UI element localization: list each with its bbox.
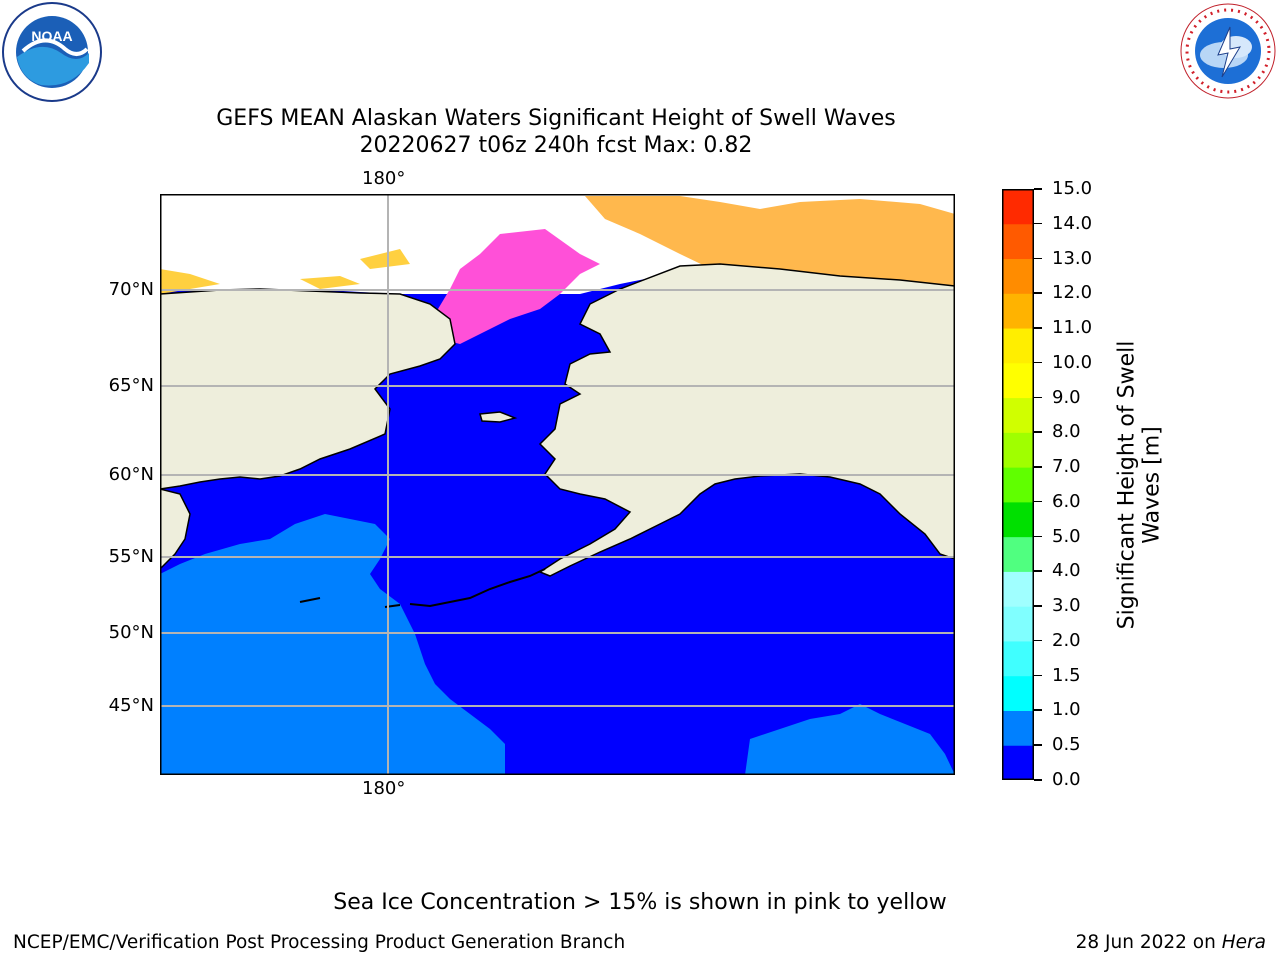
colorbar-tick-label: 12.0	[1052, 282, 1093, 304]
map-panel	[160, 194, 955, 775]
footer-date-text: 28 Jun 2022 on	[1075, 932, 1216, 953]
footer-date: 28 Jun 2022 on Hera	[1076, 932, 1266, 953]
lat-tick-70: 70°N	[108, 279, 154, 300]
colorbar-tick-mark	[1034, 396, 1042, 399]
lat-tick-60: 60°N	[108, 464, 154, 485]
colorbar-tick-label: 7.0	[1052, 456, 1081, 478]
colorbar-tick-mark	[1034, 466, 1042, 468]
sea-ice-note: Sea Ice Concentration > 15% is shown in …	[333, 890, 947, 915]
colorbar-tick-label: 13.0	[1052, 247, 1093, 269]
colorbar-segment	[1002, 571, 1034, 607]
colorbar-frame	[1002, 189, 1034, 780]
colorbar-tick-label: 0.0	[1052, 769, 1081, 790]
colorbar-tick-mark	[1034, 361, 1042, 364]
colorbar-tick-mark	[1034, 744, 1042, 746]
colorbar-tick-label: 0.5	[1052, 734, 1081, 756]
colorbar-tick-label: 1.5	[1052, 664, 1081, 686]
lat-tick-65: 65°N	[108, 375, 154, 396]
colorbar-segment	[1002, 432, 1034, 468]
lat-tick-55: 55°N	[108, 546, 154, 567]
colorbar-tick-label: 15.0	[1052, 178, 1093, 199]
colorbar-tick-label: 14.0	[1052, 212, 1093, 234]
nws-logo	[1178, 1, 1278, 101]
footer-credit: NCEP/EMC/Verification Post Processing Pr…	[13, 932, 626, 953]
colorbar-segment	[1002, 467, 1034, 503]
colorbar-tick-label: 5.0	[1052, 525, 1081, 547]
colorbar-title: Significant Height of Swell Waves [m]	[1115, 305, 1166, 665]
colorbar-tick-mark	[1034, 292, 1042, 294]
colorbar-tick-label: 4.0	[1052, 560, 1081, 582]
colorbar-tick-label: 11.0	[1052, 317, 1093, 339]
lat-tick-50: 50°N	[108, 622, 154, 643]
noaa-logo: NOAA	[1, 1, 103, 103]
map-frame	[160, 194, 955, 775]
lon-tick-top: 180°	[362, 168, 406, 189]
colorbar-segment	[1002, 606, 1034, 642]
colorbar-segment	[1002, 258, 1034, 294]
colorbar-tick-label: 9.0	[1052, 386, 1081, 408]
land-st-lawrence-island	[479, 411, 518, 423]
chart-title-line1: GEFS MEAN Alaskan Waters Significant Hei…	[216, 106, 896, 131]
land-alaska	[538, 263, 955, 577]
colorbar-tick-mark	[1034, 639, 1042, 642]
colorbar-segment	[1002, 536, 1034, 572]
footer-machine: Hera	[1221, 932, 1266, 953]
colorbar-segment	[1002, 189, 1034, 225]
colorbar-tick-label: 6.0	[1052, 490, 1081, 512]
colorbar-tick-label: 1.0	[1052, 699, 1081, 721]
colorbar-segment	[1002, 293, 1034, 329]
colorbar-tick-mark	[1034, 188, 1042, 190]
colorbar-segment	[1002, 640, 1034, 677]
colorbar-tick-mark	[1034, 570, 1042, 572]
colorbar-segment	[1002, 501, 1034, 538]
colorbar-tick-mark	[1034, 500, 1042, 503]
graticule	[160, 194, 955, 775]
swell-region-mid	[160, 514, 505, 775]
lon-tick-bottom: 180°	[362, 778, 406, 799]
colorbar-segment	[1002, 397, 1034, 433]
colorbar-segment	[1002, 328, 1034, 364]
swell-region-mid-east	[745, 704, 955, 775]
colorbar-segment	[1002, 223, 1034, 260]
colorbar-segment	[1002, 362, 1034, 399]
colorbar-title-line1: Significant Height of Swell	[1114, 340, 1140, 630]
colorbar-tick-label: 2.0	[1052, 629, 1081, 651]
colorbar-tick-mark	[1034, 674, 1042, 677]
colorbar-tick-mark	[1034, 535, 1042, 538]
colorbar-tick-mark	[1034, 222, 1042, 225]
colorbar-tick-mark	[1034, 779, 1042, 781]
sea-ice-pink	[435, 229, 600, 344]
sea-ice-orange	[585, 196, 955, 294]
colorbar	[1002, 189, 1034, 780]
colorbar-tick-label: 8.0	[1052, 421, 1081, 443]
land-siberia	[160, 288, 456, 490]
colorbar-tick-mark	[1034, 257, 1042, 260]
colorbar-segment	[1002, 675, 1034, 711]
colorbar-tick-mark	[1034, 327, 1042, 329]
chart-title-line2: 20220627 t06z 240h fcst Max: 0.82	[359, 133, 753, 158]
colorbar-tick-mark	[1034, 709, 1042, 711]
colorbar-tick-label: 10.0	[1052, 351, 1093, 373]
colorbar-tick-mark	[1034, 605, 1042, 607]
colorbar-segment	[1002, 745, 1034, 780]
colorbar-tick-label: 3.0	[1052, 595, 1081, 617]
colorbar-title-line2: Waves [m]	[1140, 426, 1165, 544]
colorbar-segment	[1002, 710, 1034, 746]
sea-ice-yellow	[160, 249, 410, 294]
colorbar-tick-mark	[1034, 431, 1042, 433]
lat-tick-45: 45°N	[108, 695, 154, 716]
noaa-logo-text: NOAA	[31, 28, 72, 44]
